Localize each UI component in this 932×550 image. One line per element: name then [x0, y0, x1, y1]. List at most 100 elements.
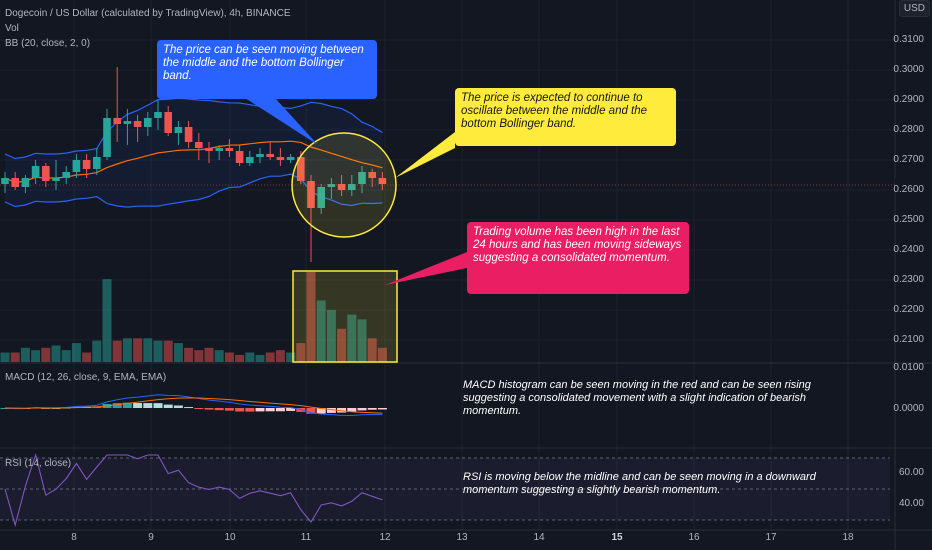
macd-bar: [143, 403, 153, 408]
candle-body: [11, 178, 19, 187]
volume-bar: [112, 340, 122, 362]
volume-bar: [357, 319, 367, 362]
macd-bar: [357, 408, 367, 411]
volume-bar: [235, 354, 245, 362]
volume-bar: [173, 343, 183, 362]
time-tick: 18: [842, 532, 854, 543]
candle-body: [52, 178, 60, 181]
volume-bar: [184, 347, 194, 362]
bb-legend[interactable]: BB (20, close, 2, 0): [5, 38, 91, 49]
macd-tick: 0.0100: [893, 362, 924, 373]
macd-note[interactable]: MACD histogram can be seen moving in the…: [463, 379, 811, 417]
candle-body: [21, 178, 30, 187]
time-tick: 15: [611, 532, 623, 543]
candle-body: [256, 154, 264, 157]
macd-bar: [265, 408, 275, 412]
macd-bar: [326, 408, 336, 413]
candle-body: [62, 172, 70, 178]
candle-body: [286, 157, 295, 160]
volume-bar: [204, 347, 214, 362]
candle-body: [195, 142, 203, 148]
rsi-note[interactable]: RSI is moving below the midline and can …: [463, 471, 816, 496]
volume-bar: [296, 343, 306, 362]
macd-bar: [133, 403, 143, 408]
macd-bar: [153, 403, 163, 408]
price-tick: 0.2900: [893, 94, 924, 105]
candle-body: [72, 160, 81, 172]
volume-bar: [92, 340, 102, 362]
candle-body: [348, 184, 356, 190]
rsi-tick: 40.00: [898, 498, 924, 509]
price-tick: 0.2700: [893, 154, 924, 165]
bollinger-upper-line: [4, 97, 383, 160]
macd-bar: [306, 408, 316, 414]
macd-bar: [204, 408, 214, 410]
volume-bar: [337, 328, 347, 362]
rsi-legend[interactable]: RSI (14, close): [5, 458, 72, 469]
candle-body: [31, 166, 40, 178]
time-tick: 9: [148, 532, 154, 543]
macd-bar: [163, 404, 173, 408]
macd-bar: [194, 408, 204, 409]
macd-bar: [347, 408, 357, 412]
volume-bar: [10, 352, 20, 362]
macd-bar: [337, 408, 347, 413]
candle-body: [368, 172, 376, 178]
pink-callout-tail: [385, 252, 467, 285]
price-tick: 0.3100: [893, 34, 924, 45]
candle-body: [1, 178, 9, 184]
macd-bar: [184, 407, 194, 409]
yellow-callout-tail: [395, 132, 455, 178]
volume-bar: [214, 350, 224, 362]
time-tick: 8: [71, 532, 77, 543]
candle-body: [378, 178, 387, 184]
blue-callout[interactable]: The price can be seen moving between the…: [157, 40, 377, 99]
macd-legend[interactable]: MACD (12, 26, close, 9, EMA, EMA): [5, 372, 167, 383]
macd-bar: [245, 408, 255, 412]
time-tick: 11: [300, 532, 312, 543]
rsi-line: [4, 453, 383, 528]
volume-bar: [71, 343, 81, 362]
currency-button[interactable]: USD: [898, 0, 930, 17]
volume-bar: [102, 279, 112, 362]
time-tick: 10: [224, 532, 236, 543]
volume-bar: [316, 300, 326, 362]
price-tick: 0.2500: [893, 214, 924, 225]
macd-bar: [173, 405, 183, 408]
candle-body: [133, 121, 142, 127]
symbol-title[interactable]: Dogecoin / US Dollar (calculated by Trad…: [5, 8, 291, 19]
volume-bar: [20, 347, 30, 362]
candle-body: [246, 157, 254, 163]
time-tick: 13: [456, 532, 468, 543]
price-tick: 0.2800: [893, 124, 924, 135]
candle-body: [154, 112, 162, 118]
volume-bar: [275, 350, 285, 362]
volume-bar: [306, 272, 316, 362]
volume-bar: [347, 314, 357, 362]
candle-body: [337, 184, 346, 190]
highlight-circle: [291, 132, 397, 238]
candle-body: [103, 118, 111, 157]
candle-body: [225, 148, 234, 151]
macd-signal-line: [4, 397, 383, 414]
candle-body: [297, 157, 305, 181]
macd-tick: 0.0000: [893, 403, 924, 414]
macd-bar: [377, 408, 387, 410]
volume-bar: [326, 309, 336, 362]
volume-bar: [194, 350, 204, 362]
candle-body: [164, 112, 172, 133]
price-tick: 0.3000: [893, 64, 924, 75]
volume-legend[interactable]: Vol: [5, 23, 19, 34]
macd-bar: [316, 408, 326, 414]
candle-body: [205, 148, 213, 151]
candle-body: [276, 157, 285, 160]
candle-body: [327, 184, 336, 187]
yellow-callout[interactable]: The price is expected to continue to osc…: [455, 88, 676, 146]
last-price-tag: [895, 178, 932, 192]
candle-body: [144, 118, 152, 127]
pink-callout[interactable]: Trading volume has been high in the last…: [467, 222, 689, 294]
macd-bar: [367, 408, 377, 410]
candle-body: [93, 157, 101, 169]
volume-bar: [265, 352, 275, 362]
